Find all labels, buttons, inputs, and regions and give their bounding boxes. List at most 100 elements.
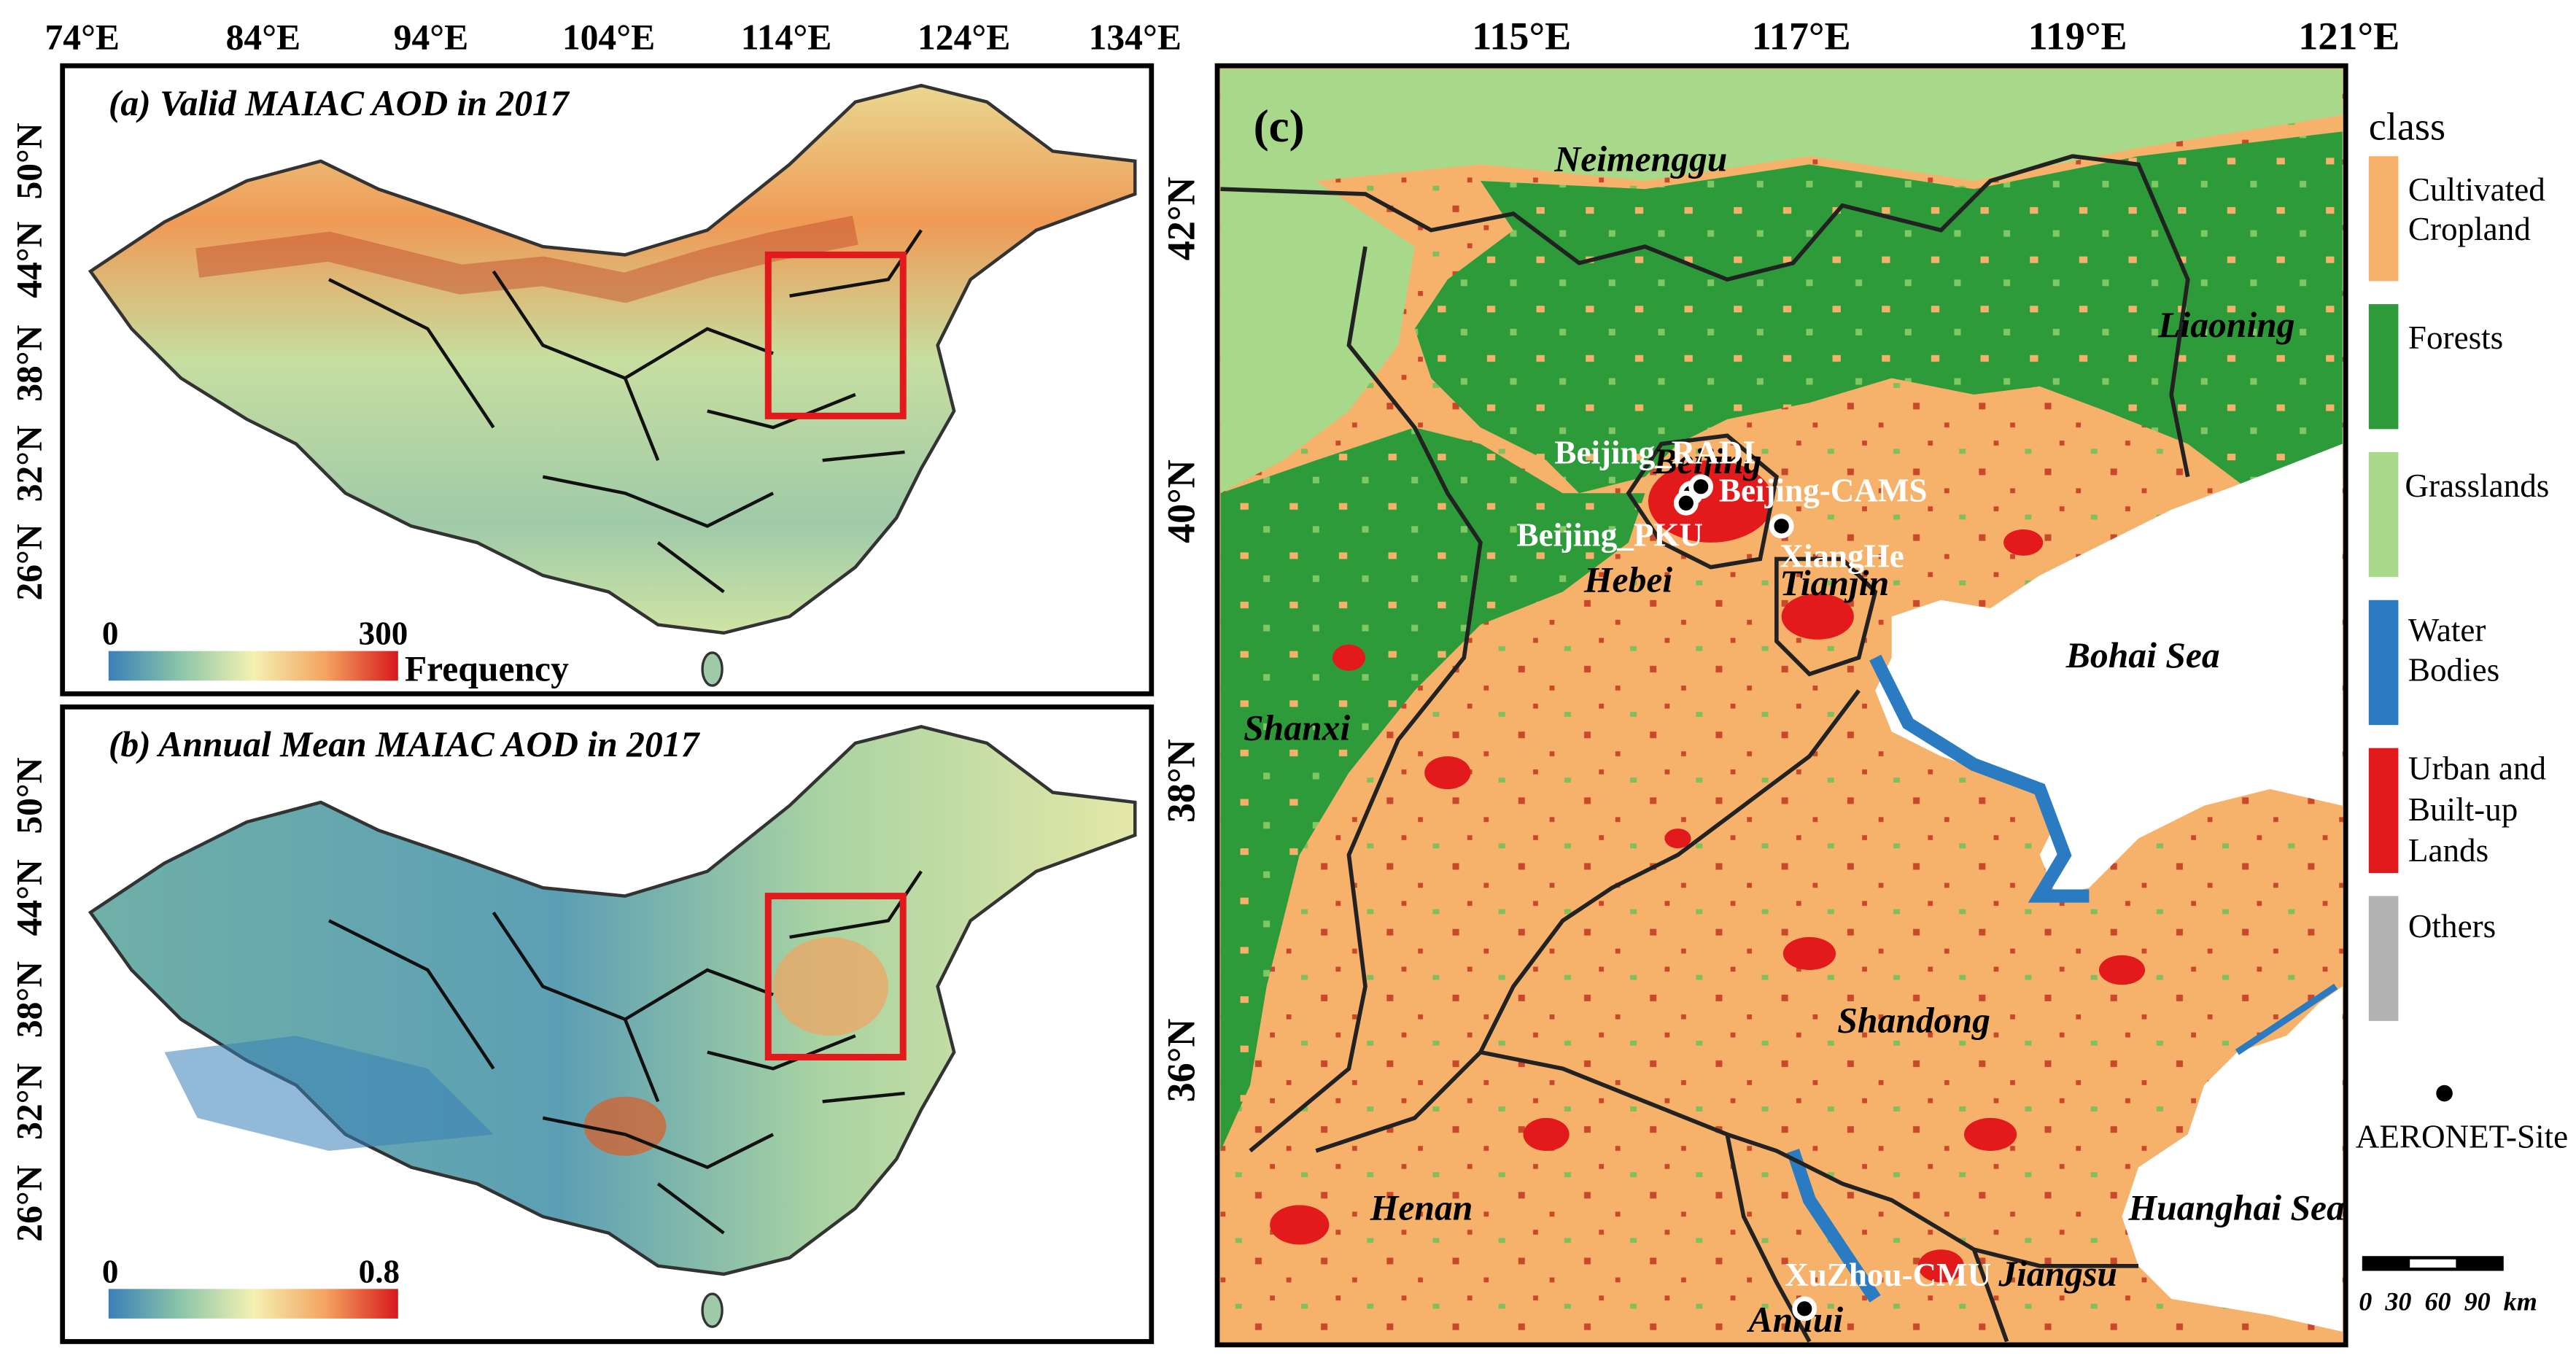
- lon-tick: 134°E: [1089, 18, 1182, 58]
- tianjin-urban: [1781, 593, 1854, 640]
- lon-tick: 74°E: [45, 18, 120, 58]
- region-label: Liaoning: [2157, 305, 2294, 345]
- legend-label: Water: [2408, 612, 2486, 648]
- forest-west: [1220, 427, 1645, 1151]
- site-marker: [1792, 1296, 1817, 1322]
- site-marker: [1688, 474, 1714, 500]
- site-label: XuZhou-CMU: [1785, 1257, 1991, 1293]
- scale-bar-label: 0 30 60 90 km: [2359, 1287, 2537, 1316]
- panel-a-title: (a) Valid MAIAC AOD in 2017: [109, 83, 570, 123]
- colorbar-a-min: 0: [102, 616, 119, 652]
- site-label: Beijing_PKU: [1517, 516, 1704, 553]
- legend-label: Urban and: [2408, 750, 2546, 787]
- grassland-north: [1220, 69, 2343, 198]
- panel-c-label: (c): [1254, 101, 1305, 152]
- legend: class Cultivated Cropland Forests Grassl…: [2356, 105, 2568, 1316]
- lat-tick: 38°N: [9, 961, 49, 1038]
- lat-tick: 44°N: [9, 859, 49, 936]
- lon-tick: 84°E: [226, 18, 301, 58]
- region-label: Hebei: [1583, 560, 1672, 600]
- study-area-box-a: [764, 251, 907, 419]
- lat-tick: 32°N: [9, 425, 49, 502]
- region-label: Huanghai Sea: [2128, 1188, 2345, 1228]
- scale-bar: [2362, 1256, 2504, 1271]
- panel-b: 0 0.8 (b) Annual Mean MAIAC AOD in 2017: [60, 704, 1155, 1344]
- legend-site-label: AERONET-Site: [2356, 1118, 2568, 1155]
- panel-c-regions: Neimenggu Liaoning Hebei Tianjin Shanxi …: [1244, 139, 2345, 1339]
- region-label: Tianjin: [1780, 563, 1889, 603]
- panel-c-lat-ticks: 42°N 40°N 38°N 36°N: [1159, 176, 1203, 1102]
- lon-tick: 119°E: [2028, 15, 2127, 58]
- panel-a-lon-ticks: 74°E 84°E 94°E 104°E 114°E 124°E 134°E: [45, 18, 1182, 58]
- legend-title: class: [2369, 105, 2445, 149]
- region-label: Shanxi: [1244, 707, 1350, 748]
- lon-tick: 104°E: [562, 18, 655, 58]
- lon-tick: 124°E: [917, 18, 1010, 58]
- lat-tick: 36°N: [1159, 1019, 1203, 1103]
- legend-swatch-grasslands: [2368, 451, 2399, 578]
- beijing-urban: [1648, 460, 1774, 543]
- lat-tick: 26°N: [9, 524, 49, 600]
- site-marker: [1769, 513, 1794, 539]
- panel-c: (c): [1214, 63, 2348, 1348]
- lon-tick: 114°E: [741, 18, 832, 58]
- legend-label: Forests: [2408, 319, 2503, 356]
- legend-label: Grasslands: [2405, 467, 2549, 504]
- legend-swatch-others: [2368, 896, 2399, 1021]
- colorbar-b: [108, 1289, 398, 1319]
- aeronet-site-icon: [2436, 1085, 2453, 1102]
- legend-label: Others: [2408, 908, 2496, 944]
- region-label: Henan: [1370, 1188, 1473, 1228]
- lat-tick: 38°N: [9, 325, 49, 401]
- region-label: Shandong: [1837, 1001, 1990, 1041]
- site-label: Beijing_RADI: [1554, 435, 1756, 471]
- lat-tick: 40°N: [1159, 459, 1203, 543]
- colorbar-a-label: Frequency: [405, 648, 569, 688]
- huanghai-sea: [2122, 986, 2343, 1332]
- legend-swatch-forests: [2368, 304, 2399, 430]
- panel-c-sites: Beijing_RADI Beijing-CAMS Beijing_PKU Xi…: [1517, 435, 1991, 1322]
- site-label: Beijing-CAMS: [1719, 473, 1928, 509]
- lat-tick: 50°N: [9, 757, 49, 834]
- lat-tick: 38°N: [1159, 739, 1203, 823]
- legend-label: Bodies: [2408, 651, 2499, 688]
- panel-a-lat-ticks: 50°N 44°N 38°N 32°N 26°N: [9, 123, 49, 600]
- colorbar-b-max: 0.8: [359, 1253, 400, 1289]
- lon-tick: 121°E: [2298, 15, 2400, 58]
- lon-tick: 117°E: [1752, 15, 1851, 58]
- panel-c-lon-ticks: 115°E 117°E 119°E 121°E: [1472, 15, 2400, 58]
- legend-label: Cropland: [2408, 211, 2531, 247]
- legend-label: Lands: [2408, 832, 2488, 869]
- region-label: Neimenggu: [1553, 139, 1727, 179]
- forest-north: [1414, 131, 2343, 494]
- legend-swatch-water: [2368, 600, 2399, 726]
- china-map-a: [88, 83, 1137, 635]
- region-label: Bohai Sea: [2065, 635, 2220, 675]
- panel-a: 0 300 Frequency (a) Valid MAIAC AOD in 2…: [60, 63, 1155, 697]
- lat-tick: 26°N: [9, 1165, 49, 1241]
- site-label: XiangHe: [1780, 538, 1904, 575]
- legend-swatch-cropland: [2368, 156, 2399, 282]
- colorbar-a: [108, 651, 398, 681]
- province-boundaries: [1220, 154, 2190, 1343]
- colorbar-a-max: 300: [359, 616, 408, 652]
- region-label: Jiangsu: [1998, 1254, 2117, 1294]
- lat-tick: 44°N: [9, 221, 49, 298]
- lat-tick: 32°N: [9, 1063, 49, 1140]
- bohai-sea: [1875, 443, 2343, 896]
- legend-label: Built-up: [2408, 791, 2518, 828]
- lat-tick: 50°N: [9, 123, 49, 199]
- lon-tick: 94°E: [394, 18, 469, 58]
- lat-tick: 42°N: [1159, 176, 1203, 260]
- grassland-west: [1220, 180, 1415, 494]
- panel-b-lat-ticks: 50°N 44°N 38°N 32°N 26°N: [9, 757, 49, 1241]
- site-marker: [1673, 490, 1699, 516]
- panel-b-title: (b) Annual Mean MAIAC AOD in 2017: [109, 724, 701, 764]
- region-label: Beijing: [1653, 441, 1762, 481]
- lon-tick: 115°E: [1472, 15, 1571, 58]
- legend-label: Cultivated: [2408, 171, 2545, 208]
- colorbar-b-min: 0: [102, 1253, 119, 1289]
- legend-swatch-urban: [2368, 748, 2399, 873]
- study-area-box-b: [764, 893, 907, 1060]
